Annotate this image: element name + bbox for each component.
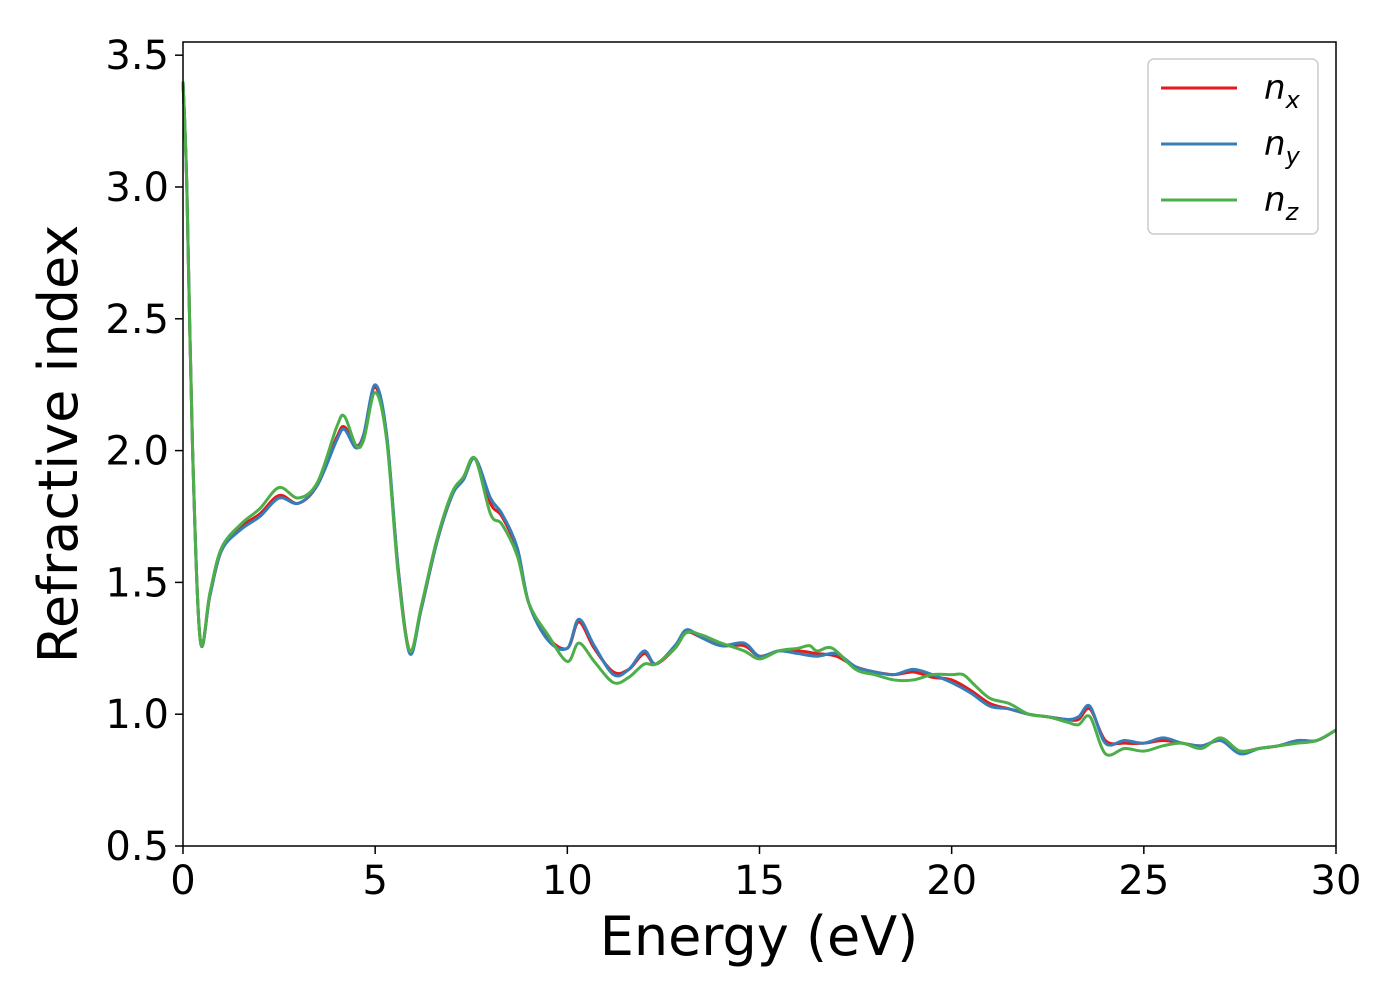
ticks-layer: 0 5 10 15 20 25 30 0.5 1.0 1.5 2.0 2.5 3.0 3.5 [105, 33, 1361, 904]
y-tick-label: 3.0 [105, 165, 169, 211]
x-tick-label: 30 [1311, 858, 1362, 904]
series-line-z [181, 81, 1337, 757]
y-tick-label: 1.5 [105, 560, 169, 606]
series-line-y [181, 81, 1337, 756]
y-axis-title: Refractive index [27, 225, 90, 664]
legend-label-y: ny [1264, 124, 1301, 170]
y-tick-label: 2.0 [105, 429, 169, 475]
legend-box [1147, 58, 1319, 235]
y-tick-label: 2.5 [105, 297, 169, 343]
series-layer [181, 81, 1337, 757]
legend: nx ny nz [1147, 58, 1319, 235]
y-tick-label: 3.5 [105, 33, 169, 79]
y-tick-label: 1.0 [105, 692, 169, 738]
x-tick-label: 0 [170, 858, 195, 904]
x-tick-label: 20 [926, 858, 977, 904]
x-axis-title: Energy (eV) [600, 905, 919, 968]
x-tick-label: 5 [362, 858, 387, 904]
x-tick-label: 15 [734, 858, 785, 904]
legend-label-z: nz [1264, 180, 1300, 226]
legend-label-x: nx [1264, 68, 1301, 114]
y-tick-label: 0.5 [105, 824, 169, 870]
x-tick-label: 10 [542, 858, 593, 904]
x-tick-label: 25 [1118, 858, 1169, 904]
